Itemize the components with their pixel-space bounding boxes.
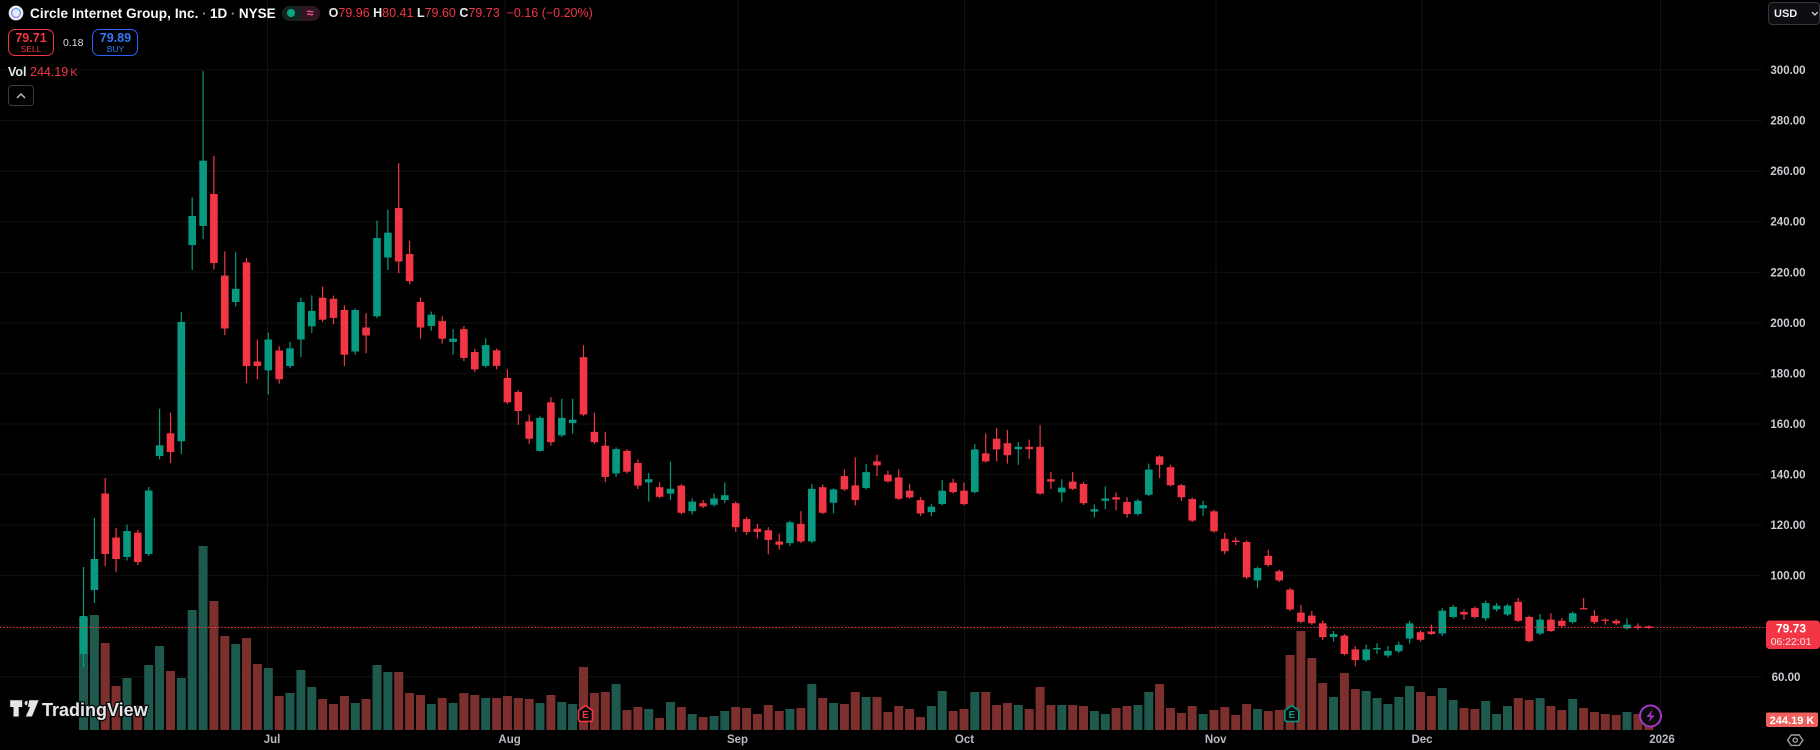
svg-text:200.00: 200.00 [1770,318,1805,330]
svg-text:79.73: 79.73 [1776,622,1806,636]
svg-text:180.00: 180.00 [1770,368,1805,380]
svg-text:300.00: 300.00 [1770,65,1805,77]
svg-text:160.00: 160.00 [1770,419,1805,431]
svg-text:Aug: Aug [498,734,520,746]
svg-text:220.00: 220.00 [1770,267,1805,279]
svg-text:E: E [1288,710,1295,721]
svg-text:244.19 K: 244.19 K [1770,715,1815,727]
svg-text:TradingView: TradingView [42,700,149,720]
svg-text:E: E [582,710,589,721]
svg-text:120.00: 120.00 [1770,520,1805,532]
svg-text:Oct: Oct [955,734,974,746]
svg-text:280.00: 280.00 [1770,116,1805,128]
svg-text:06:22:01: 06:22:01 [1771,636,1812,648]
svg-text:60.00: 60.00 [1772,672,1801,684]
svg-text:Nov: Nov [1205,734,1227,746]
svg-text:2026: 2026 [1649,734,1675,746]
svg-text:140.00: 140.00 [1770,470,1805,482]
svg-text:Dec: Dec [1411,734,1433,746]
svg-text:Sep: Sep [727,734,748,746]
svg-text:100.00: 100.00 [1770,571,1805,583]
svg-text:260.00: 260.00 [1770,166,1805,178]
svg-text:Jul: Jul [264,734,281,746]
svg-text:240.00: 240.00 [1770,217,1805,229]
